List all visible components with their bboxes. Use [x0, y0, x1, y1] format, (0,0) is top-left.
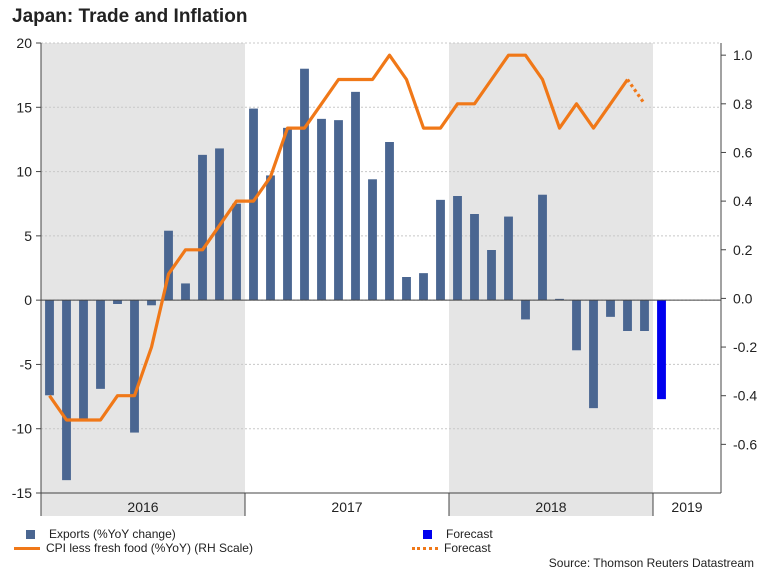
exports-bar	[504, 216, 513, 301]
y-left-tick-label: 0	[24, 292, 32, 308]
exports-bar	[419, 273, 428, 301]
shaded-year-2018	[449, 43, 653, 516]
exports-bar	[96, 300, 105, 389]
source-note: Source: Thomson Reuters Datastream	[548, 556, 754, 570]
exports-bar	[334, 120, 343, 301]
legend-item-exports-forecast: Forecast	[423, 527, 493, 541]
exports-bar	[62, 300, 71, 481]
y-left-tick-label: 20	[16, 35, 32, 51]
exports-bar	[181, 283, 190, 301]
exports-bar	[572, 300, 581, 351]
exports-bar	[589, 300, 598, 409]
exports-bar	[317, 118, 326, 301]
exports-bar	[453, 196, 462, 301]
exports-bar	[402, 277, 411, 301]
legend-exports-label: Exports (%YoY change)	[49, 527, 176, 541]
y-right-tick-label: 0.6	[733, 144, 753, 160]
cpi-forecast-line	[626, 78, 646, 105]
exports-bar	[368, 179, 377, 301]
exports-swatch	[26, 529, 35, 539]
exports-bar	[351, 91, 360, 301]
exports-bar	[640, 300, 649, 331]
exports-bar	[606, 300, 615, 317]
legend-item-exports: Exports (%YoY change)	[26, 527, 176, 541]
exports-bar	[164, 230, 173, 301]
y-left-tick-label: -15	[12, 485, 32, 501]
exports-bar	[249, 108, 258, 301]
exports-bar	[113, 300, 122, 304]
exports-bar	[300, 68, 309, 301]
exports-bar	[283, 127, 292, 301]
exports-bar	[232, 203, 241, 301]
legend-exports-forecast-label: Forecast	[446, 527, 493, 541]
exports-bar	[487, 250, 496, 301]
chart-title: Japan: Trade and Inflation	[12, 6, 248, 27]
x-tick-label: 2017	[331, 499, 362, 515]
y-right-tick-label: 0.0	[733, 290, 753, 306]
y-right-tick-label: -0.2	[733, 339, 757, 355]
exports-bar	[436, 199, 445, 301]
y-right-tick-label: 0.4	[733, 193, 753, 209]
exports-bar	[521, 300, 530, 320]
legend-item-cpi-forecast: Forecast	[412, 541, 491, 555]
exports-bar	[623, 300, 632, 331]
exports-bar	[45, 300, 54, 396]
y-right-tick-label: 0.8	[733, 96, 753, 112]
exports-bar	[470, 214, 479, 301]
y-right-tick-label: 1.0	[733, 47, 753, 63]
exports-bar	[130, 300, 139, 433]
cpi-swatch	[14, 546, 40, 550]
exports-forecast-swatch	[423, 529, 432, 539]
exports-bar	[538, 194, 547, 301]
x-tick-label: 2018	[535, 499, 566, 515]
shaded-year-2016	[41, 43, 245, 516]
exports-bar	[555, 298, 564, 301]
legend-cpi-forecast-label: Forecast	[444, 541, 491, 555]
cpi-line	[48, 53, 629, 422]
x-tick-label: 2016	[127, 499, 158, 515]
y-left-tick-label: 10	[16, 164, 32, 180]
y-left-tick-label: 5	[24, 228, 32, 244]
exports-bar	[79, 300, 88, 421]
cpi-forecast-swatch	[412, 546, 438, 550]
exports-bar	[385, 142, 394, 301]
legend-item-cpi: CPI less fresh food (%YoY) (RH Scale)	[14, 541, 253, 555]
y-right-tick-label: -0.4	[733, 388, 757, 404]
exports-bar	[147, 300, 156, 306]
y-right-tick-label: 0.2	[733, 242, 753, 258]
legend-cpi-label: CPI less fresh food (%YoY) (RH Scale)	[46, 541, 253, 555]
y-left-tick-label: -10	[12, 421, 32, 437]
y-right-tick-label: -0.6	[733, 436, 757, 452]
exports-forecast-bar	[657, 300, 666, 400]
x-tick-label: 2019	[671, 499, 702, 515]
y-left-tick-label: 15	[16, 99, 32, 115]
exports-bar	[266, 175, 275, 301]
exports-bar	[198, 154, 207, 301]
y-left-tick-label: -5	[20, 356, 33, 372]
